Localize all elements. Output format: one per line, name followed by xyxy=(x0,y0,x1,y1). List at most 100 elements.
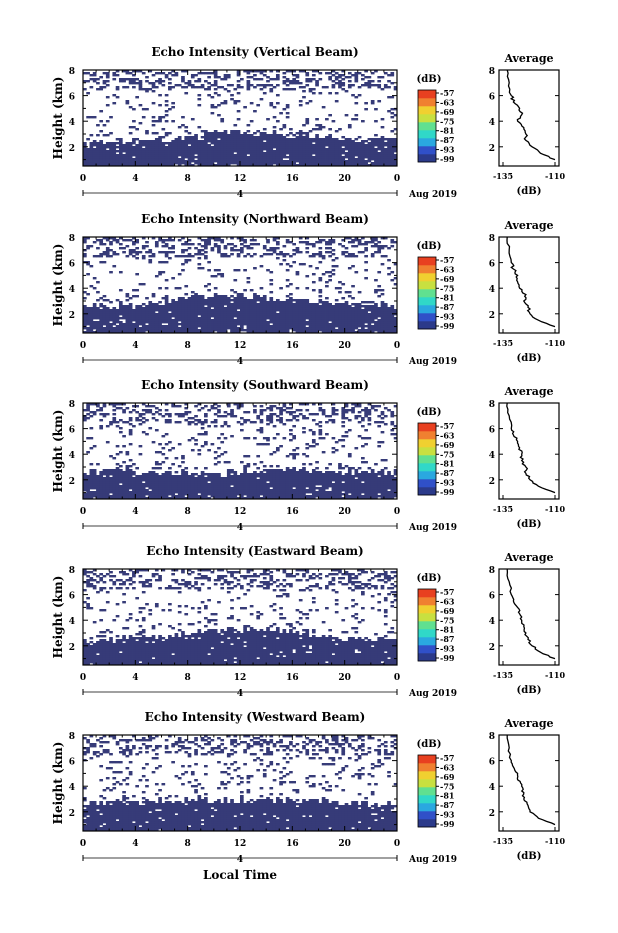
heatmap-cell xyxy=(341,78,345,80)
heatmap-cell xyxy=(145,76,149,78)
heatmap-cell xyxy=(374,243,378,245)
heatmap-cell xyxy=(155,72,159,74)
heatmap-cell xyxy=(325,72,329,74)
heatmap-cell xyxy=(286,160,290,162)
heatmap-cell xyxy=(139,453,143,455)
heatmap-cell xyxy=(191,295,195,297)
heatmap-cell xyxy=(368,76,372,78)
heatmap-cell xyxy=(273,150,277,152)
colorbar-segment xyxy=(418,90,436,98)
heatmap-cell xyxy=(338,128,342,130)
heatmap-cell xyxy=(217,104,221,106)
heatmap-cell xyxy=(135,247,139,249)
heatmap-cell xyxy=(119,427,123,429)
heatmap-cell xyxy=(132,289,136,291)
heatmap-cell xyxy=(103,243,107,245)
heatmap-cell xyxy=(230,487,234,489)
heatmap-cell xyxy=(119,78,123,80)
heatmap-cell xyxy=(230,409,234,411)
heatmap-cell xyxy=(220,415,224,417)
heatmap-cell xyxy=(181,469,185,471)
heatmap-cell xyxy=(387,267,391,269)
heatmap-cell xyxy=(214,463,218,465)
heatmap-cell xyxy=(237,249,241,251)
heatmap-cell xyxy=(99,261,103,263)
heatmap-cell xyxy=(253,293,257,295)
heatmap-cell xyxy=(109,255,113,257)
heatmap-cell xyxy=(129,443,133,445)
heatmap-cell xyxy=(377,138,381,140)
heatmap-cell xyxy=(158,136,162,138)
heatmap-cell xyxy=(119,469,123,471)
y-tick-label: 8 xyxy=(69,234,75,244)
heatmap-cell xyxy=(286,156,290,158)
heatmap-cell xyxy=(335,100,339,102)
heatmap-cell xyxy=(165,413,169,415)
heatmap-cell xyxy=(168,471,172,473)
heatmap-cell xyxy=(286,88,290,90)
heatmap-cell xyxy=(273,106,277,108)
heatmap-cell xyxy=(132,78,136,80)
x-tick-label: 0 xyxy=(394,174,400,184)
heatmap-cell xyxy=(368,313,372,315)
colorbar-segment xyxy=(418,257,436,265)
heatmap-cell xyxy=(240,78,244,80)
heatmap-cell xyxy=(152,132,156,134)
heatmap-cell xyxy=(328,128,332,130)
heatmap-cell xyxy=(168,313,172,315)
heatmap-cell xyxy=(184,259,188,261)
heatmap-cell xyxy=(158,475,162,477)
heatmap-cell xyxy=(152,471,156,473)
heatmap-cell xyxy=(256,136,260,138)
heatmap-cell xyxy=(103,124,107,126)
heatmap-cell xyxy=(283,136,287,138)
heatmap-cell xyxy=(155,120,159,122)
heatmap-cell xyxy=(247,76,251,78)
heatmap-cell xyxy=(145,419,149,421)
heatmap-cell xyxy=(328,92,332,94)
heatmap-cell xyxy=(309,130,313,132)
heatmap-cell xyxy=(158,251,162,253)
heatmap-cell xyxy=(269,271,273,273)
heatmap-cell xyxy=(227,134,231,136)
heatmap-cell xyxy=(348,80,352,82)
heatmap-cell xyxy=(204,473,208,475)
heatmap-cell xyxy=(96,239,100,241)
heatmap-cell xyxy=(227,90,231,92)
heatmap-cell xyxy=(299,299,303,301)
heatmap-cell xyxy=(315,128,319,130)
heatmap-cell xyxy=(230,94,234,96)
heatmap-cell xyxy=(178,158,182,160)
heatmap-cell xyxy=(211,112,215,114)
heatmap-cell xyxy=(178,136,182,138)
heatmap-cell xyxy=(86,80,90,82)
avg-y-tick-label: 6 xyxy=(489,93,495,103)
heatmap-cell xyxy=(197,126,201,128)
panel-title: Echo Intensity (Vertical Beam) xyxy=(151,45,358,59)
heatmap-cell xyxy=(217,114,221,116)
heatmap-cell xyxy=(325,251,329,253)
heatmap-cell xyxy=(135,82,139,84)
heatmap-cell xyxy=(184,126,188,128)
heatmap-cell xyxy=(197,475,201,477)
heatmap-cell xyxy=(175,413,179,415)
heatmap-cell xyxy=(240,86,244,88)
colorbar-segment xyxy=(418,106,436,114)
heatmap-cell xyxy=(230,130,234,132)
heatmap-cell xyxy=(171,106,175,108)
heatmap-cell xyxy=(90,411,94,413)
heatmap-cell xyxy=(129,239,133,241)
heatmap-cell xyxy=(191,421,195,423)
heatmap-cell xyxy=(86,92,90,94)
heatmap-cell xyxy=(230,303,234,305)
heatmap-cell xyxy=(266,249,270,251)
heatmap-cell xyxy=(148,259,152,261)
heatmap-cell xyxy=(220,477,224,479)
heatmap-cell xyxy=(345,251,349,253)
heatmap-cell xyxy=(175,405,179,407)
heatmap-cell xyxy=(116,146,120,148)
heatmap-cell xyxy=(328,76,332,78)
heatmap-cell xyxy=(364,305,368,307)
heatmap-cell xyxy=(243,269,247,271)
heatmap-cell xyxy=(181,140,185,142)
